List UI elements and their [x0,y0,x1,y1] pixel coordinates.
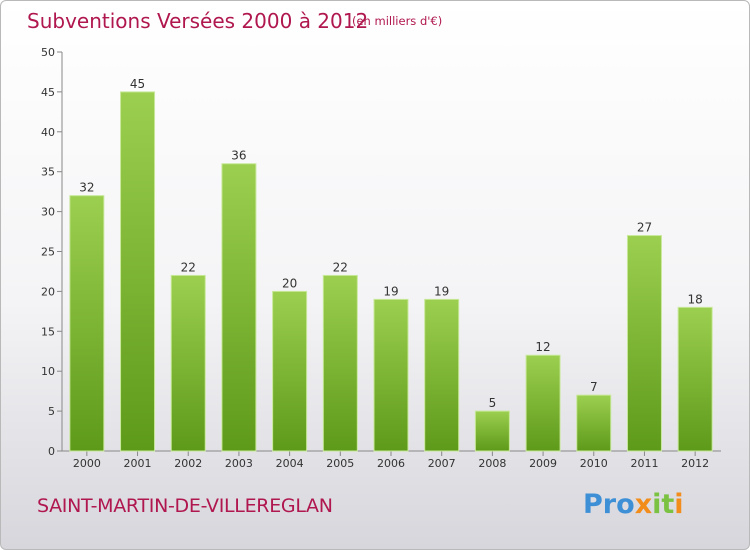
bar-2007 [424,298,460,452]
x-tick-label-2003: 2003 [225,457,253,470]
data-label-2004: 20 [282,276,297,290]
x-tick-label-2006: 2006 [377,457,405,470]
bar-2004 [272,290,308,452]
bar-2008 [474,410,510,452]
data-label-2002: 22 [181,260,196,274]
y-tick-label: 45 [41,86,55,99]
y-tick-label: 20 [41,285,55,298]
chart-title: Subventions Versées 2000 à 2012 [27,9,369,33]
data-label-2009: 12 [535,340,550,354]
proxiti-logo: Proxiti [583,489,684,520]
bar-2012 [677,306,713,452]
bar-2011 [626,235,662,452]
x-tick-label-2012: 2012 [681,457,709,470]
y-tick-label: 35 [41,166,55,179]
chart-bars: 32 45 22 36 20 22 19 19 5 12 7 27 18 [69,77,713,452]
x-tick-label-2011: 2011 [630,457,658,470]
bar-2010 [576,394,612,452]
x-tick-label-2008: 2008 [478,457,506,470]
bar-2005 [322,274,358,452]
logo-letter: P [583,489,603,520]
y-tick-label: 10 [41,365,55,378]
data-label-2003: 36 [231,149,246,163]
data-label-2007: 19 [434,284,449,298]
data-label-2011: 27 [637,221,652,235]
x-tick-label-2007: 2007 [428,457,456,470]
commune-name: SAINT-MARTIN-DE-VILLEREGLAN [37,495,333,517]
y-tick-label: 30 [41,206,55,219]
y-tick-label: 0 [48,445,55,458]
y-tick-label: 5 [48,405,55,418]
x-tick-label-2000: 2000 [73,457,101,470]
y-tick-label: 25 [41,246,55,259]
data-label-2006: 19 [383,284,398,298]
x-tick-label-2010: 2010 [580,457,608,470]
x-tick-label-2001: 2001 [124,457,152,470]
y-tick-label: 50 [41,46,55,59]
x-tick-label-2002: 2002 [174,457,202,470]
logo-letter: i [652,489,662,520]
bar-2003 [221,163,257,452]
logo-letter: r [602,489,617,520]
x-tick-label-2004: 2004 [276,457,304,470]
logo-letter: o [616,489,635,520]
logo-letter: t [661,489,675,520]
bar-2006 [373,298,409,452]
y-tick-label: 40 [41,126,55,139]
x-tick-label-2005: 2005 [326,457,354,470]
data-label-2005: 22 [333,260,348,274]
x-tick-label-2009: 2009 [529,457,557,470]
bar-2000 [69,195,105,452]
bar-2009 [525,354,561,452]
y-tick-label: 15 [41,325,55,338]
data-label-2012: 18 [688,292,703,306]
data-label-2008: 5 [489,396,497,410]
bar-2002 [170,274,206,452]
chart-axes: 0 5 10 15 20 25 30 35 40 45 50 2000 2001 2002 2003 2004… [41,46,721,470]
chart-subtitle: (en milliers d'€) [352,14,443,28]
data-label-2000: 32 [79,181,94,195]
logo-letter: i [674,489,684,520]
logo-letter: x [634,489,653,520]
data-label-2001: 45 [130,77,145,91]
data-label-2010: 7 [590,380,598,394]
bar-2001 [120,91,156,452]
